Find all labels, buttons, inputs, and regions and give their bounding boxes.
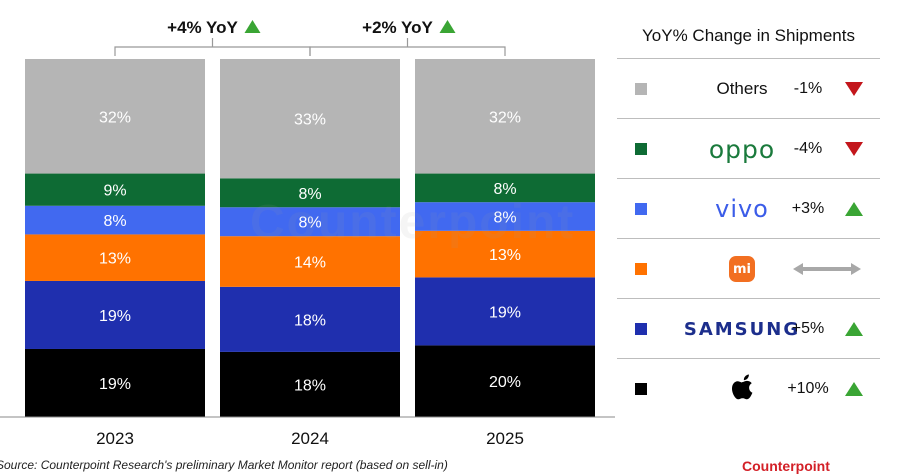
data-label-oppo-2024: 8% bbox=[298, 186, 321, 203]
bar-segment-apple-2023 bbox=[25, 348, 205, 417]
bar-segment-samsung-2023 bbox=[25, 280, 205, 349]
data-label-oppo-2025: 8% bbox=[493, 181, 516, 198]
down-triangle-icon bbox=[839, 119, 869, 179]
bar-segment-xiaomi-2024 bbox=[220, 236, 400, 287]
yoy-change-value: +5% bbox=[791, 320, 825, 337]
bar-segment-apple-2025 bbox=[415, 345, 595, 417]
brand-name-vivo: vivo bbox=[715, 195, 769, 223]
legend-swatch bbox=[635, 383, 647, 395]
data-label-vivo-2023: 8% bbox=[103, 213, 126, 230]
xiaomi-logo-icon: mi bbox=[729, 256, 755, 282]
brand-logo: oppo bbox=[672, 119, 812, 179]
data-label-xiaomi-2023: 13% bbox=[99, 251, 131, 268]
yoy-change-value: +3% bbox=[791, 200, 825, 217]
brand-name-oppo: oppo bbox=[708, 134, 776, 164]
data-label-others-2025: 32% bbox=[489, 109, 521, 126]
counterpoint-logo: Counterpoint bbox=[742, 458, 830, 474]
flat-double-arrow-icon bbox=[787, 239, 867, 299]
yoy-legend-panel: YoY% Change in Shipments Others -1% oppo -4… bbox=[617, 14, 880, 434]
yoy-annotation-label: +2% YoY bbox=[362, 18, 433, 37]
x-tick-label-2024: 2024 bbox=[291, 429, 329, 448]
bar-segment-others-2025 bbox=[415, 59, 595, 174]
data-label-xiaomi-2025: 13% bbox=[489, 247, 521, 264]
bar-segment-oppo-2025 bbox=[415, 173, 595, 203]
data-label-samsung-2025: 19% bbox=[489, 304, 521, 321]
legend-swatch bbox=[635, 323, 647, 335]
up-triangle-icon bbox=[244, 20, 261, 33]
data-label-samsung-2023: 19% bbox=[99, 308, 131, 325]
data-label-apple-2023: 19% bbox=[99, 376, 131, 393]
bars-layer: 19% 19% 13% 8% 9% 32% 2023 18% 18% 14% 8% 8% 33% 2024… bbox=[0, 59, 615, 448]
data-label-xiaomi-2024: 14% bbox=[294, 255, 326, 272]
bar-segment-oppo-2023 bbox=[25, 173, 205, 206]
data-label-vivo-2025: 8% bbox=[493, 210, 516, 227]
bar-segment-xiaomi-2023 bbox=[25, 234, 205, 281]
data-label-oppo-2023: 9% bbox=[103, 183, 126, 200]
apple-logo-icon bbox=[732, 374, 753, 400]
brand-logo bbox=[672, 359, 812, 419]
brand-name-samsung: SAMSUNG bbox=[683, 318, 801, 340]
bar-segment-vivo-2023 bbox=[25, 205, 205, 235]
brand-logo: vivo bbox=[672, 179, 812, 239]
yoy-annotation-label: +4% YoY bbox=[167, 18, 238, 37]
up-triangle-icon bbox=[839, 179, 869, 239]
data-label-others-2023: 32% bbox=[99, 109, 131, 126]
legend-title: YoY% Change in Shipments bbox=[642, 26, 855, 45]
legend-row: mi bbox=[617, 238, 880, 299]
bar-segment-samsung-2024 bbox=[220, 286, 400, 352]
bar-segment-vivo-2025 bbox=[415, 202, 595, 231]
source-note: Source: Counterpoint Research's prelimin… bbox=[0, 458, 448, 472]
yoy-bracket bbox=[309, 38, 506, 56]
brand-name-text: Others bbox=[716, 79, 768, 98]
bar-segment-samsung-2025 bbox=[415, 277, 595, 346]
x-tick-label-2025: 2025 bbox=[486, 429, 524, 448]
data-label-apple-2025: 20% bbox=[489, 374, 521, 391]
up-triangle-icon bbox=[439, 20, 456, 33]
yoy-annotations: +4% YoY +2% YoY bbox=[114, 18, 506, 56]
legend-row: vivo +3% bbox=[617, 178, 880, 239]
bar-segment-oppo-2024 bbox=[220, 178, 400, 208]
legend-row: oppo -4% bbox=[617, 118, 880, 179]
yoy-change-value: -4% bbox=[793, 140, 823, 157]
bar-segment-others-2024 bbox=[220, 59, 400, 179]
bar-segment-apple-2024 bbox=[220, 351, 400, 417]
up-triangle-icon bbox=[839, 359, 869, 419]
legend-swatch bbox=[635, 143, 647, 155]
bar-segment-vivo-2024 bbox=[220, 207, 400, 237]
yoy-change-value: -1% bbox=[793, 80, 823, 97]
bar-segment-xiaomi-2025 bbox=[415, 230, 595, 278]
legend-row: SAMSUNG +5% bbox=[617, 298, 880, 359]
legend-swatch bbox=[635, 83, 647, 95]
brand-logo: SAMSUNG bbox=[672, 299, 812, 359]
legend-swatch bbox=[635, 263, 647, 275]
yoy-bracket bbox=[114, 38, 311, 56]
up-triangle-icon bbox=[839, 299, 869, 359]
data-label-apple-2024: 18% bbox=[294, 377, 326, 394]
x-tick-label-2023: 2023 bbox=[96, 429, 134, 448]
brand-logo: mi bbox=[672, 239, 812, 299]
data-label-vivo-2024: 8% bbox=[298, 215, 321, 232]
yoy-change-value: +10% bbox=[787, 380, 829, 397]
legend-row: +10% bbox=[617, 358, 880, 419]
legend-row: Others -1% bbox=[617, 58, 880, 119]
data-label-samsung-2024: 18% bbox=[294, 312, 326, 329]
bar-segment-others-2023 bbox=[25, 59, 205, 174]
down-triangle-icon bbox=[839, 59, 869, 119]
brand-logo: Others bbox=[672, 59, 812, 119]
data-label-others-2024: 33% bbox=[294, 112, 326, 129]
legend-swatch bbox=[635, 203, 647, 215]
